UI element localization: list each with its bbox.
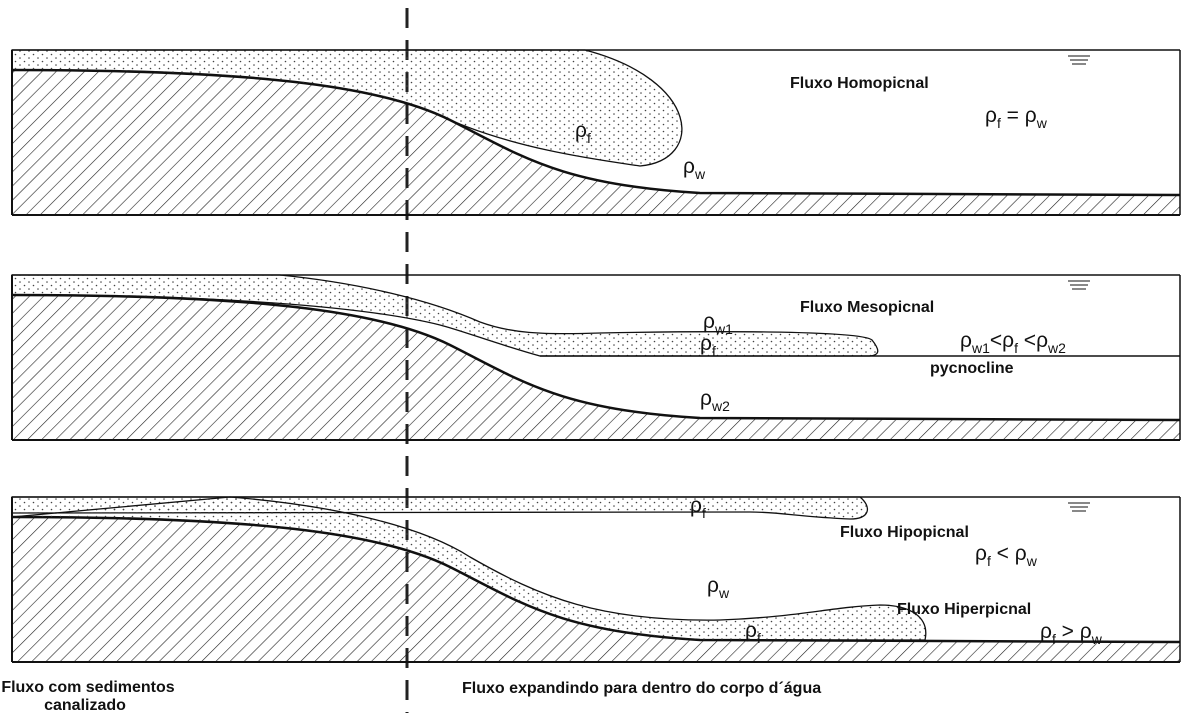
subscript: w: [1036, 115, 1048, 131]
label-part: ρ: [1040, 620, 1052, 643]
subscript: w2: [1047, 340, 1066, 356]
density-label: ρw1<ρf <ρw2: [960, 329, 1066, 356]
label-part: pycnocline: [930, 360, 1014, 377]
density-label: ρf < ρw: [975, 542, 1038, 569]
label-part: ρ: [975, 542, 987, 565]
label-part: ρ: [700, 387, 712, 410]
flow-title: Fluxo Hiperpicnal: [897, 601, 1031, 618]
subscript: w2: [711, 398, 730, 414]
flow-title: Fluxo Mesopicnal: [800, 299, 934, 316]
subscript: f: [712, 343, 716, 359]
label-part: ρ: [960, 329, 972, 352]
subscript: f: [587, 130, 591, 146]
subscript: f: [702, 505, 706, 521]
flow-title: Fluxo Hipopicnal: [840, 524, 969, 541]
label-part: <ρ: [1018, 329, 1048, 352]
subscript: w1: [714, 321, 733, 337]
subscript: f: [757, 630, 761, 646]
density-label: ρw: [707, 574, 730, 601]
subscript: w1: [971, 340, 990, 356]
label-part: ρ: [707, 574, 719, 597]
label-part: ρ: [985, 104, 997, 127]
label-part: ρ: [703, 310, 715, 333]
footer-left: Fluxo com sedimentos: [1, 679, 174, 696]
label-part: ρ: [683, 155, 695, 178]
label-part: < ρ: [991, 542, 1027, 565]
label-part: > ρ: [1056, 620, 1092, 643]
density-label: ρw: [683, 155, 706, 182]
density-label: ρw2: [700, 387, 730, 414]
density-label: pycnocline: [930, 360, 1014, 377]
label-part: <ρ: [990, 329, 1014, 352]
label-part: = ρ: [1001, 104, 1037, 127]
footer-left: canalizado: [44, 697, 126, 713]
subscript: w: [718, 585, 730, 601]
label-part: ρ: [690, 494, 702, 517]
footer-right: Fluxo expandindo para dentro do corpo d´…: [462, 680, 821, 697]
subscript: w: [1091, 631, 1103, 647]
subscript: w: [694, 166, 706, 182]
label-part: ρ: [700, 332, 712, 355]
subscript: w: [1026, 553, 1038, 569]
density-label: ρf = ρw: [985, 104, 1048, 131]
flow-title: Fluxo Homopicnal: [790, 75, 929, 92]
label-part: ρ: [575, 119, 587, 142]
label-part: ρ: [745, 619, 757, 642]
diagram: Fluxo Homopicnalρf = ρwρfρwFluxo Mesopic…: [0, 0, 1184, 713]
density-label: ρf > ρw: [1040, 620, 1103, 647]
